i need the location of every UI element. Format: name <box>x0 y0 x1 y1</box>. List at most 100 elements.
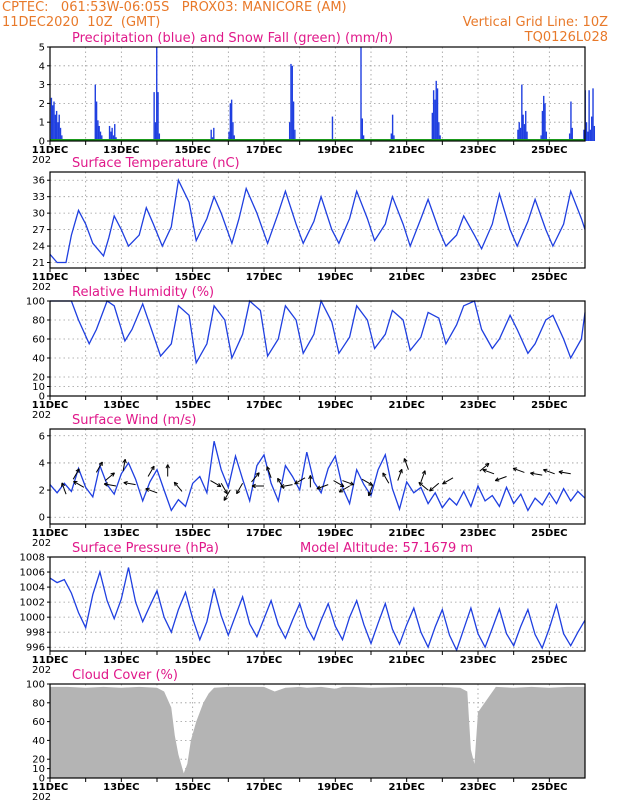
y-tick-label: 10 <box>32 382 45 393</box>
plot-frame <box>49 428 586 525</box>
y-tick-label: 1006 <box>20 568 45 579</box>
plot-frame <box>49 556 586 652</box>
precip-bar <box>543 95 545 141</box>
wind-arrow <box>95 461 103 473</box>
x-date-label: 17DEC <box>246 272 282 283</box>
wind-arrow <box>543 468 555 475</box>
panel-subtitle: Model Altitude: 57.1679 m <box>300 541 473 556</box>
wind-arrow <box>236 483 244 495</box>
wind-arrow <box>104 472 115 481</box>
y-tick-label: 1 <box>39 118 45 129</box>
panel-title: Precipitation (blue) and Snow Fall (gree… <box>72 31 393 46</box>
precip-bar <box>540 135 542 141</box>
precip-bar <box>61 135 63 141</box>
precip-bar <box>331 116 334 141</box>
y-tick-label: 1000 <box>20 613 45 624</box>
wind-arrow <box>367 484 374 497</box>
precip-bar <box>545 131 548 141</box>
precip-bar <box>435 80 437 141</box>
x-date-label: 17DEC <box>246 782 282 793</box>
temperature-panel: 21 24 27 30 33 36 11DEC 13DEC 15DEC 17DEC 19DEC 21D… <box>32 156 586 293</box>
humidity-line <box>50 299 586 365</box>
precip-bar <box>544 103 546 141</box>
x-year-label: 202 <box>32 410 51 421</box>
x-year-label: 202 <box>32 282 51 293</box>
wind-arrow <box>173 481 183 492</box>
wind-arrow <box>122 458 127 472</box>
x-date-label: 15DEC <box>174 145 210 156</box>
precip-bar <box>108 125 111 141</box>
x-date-label: 17DEC <box>246 400 282 411</box>
wind-arrow <box>266 466 272 479</box>
x-date-label: 25DEC <box>531 528 567 539</box>
precip-bar <box>233 135 235 141</box>
precip-bar <box>568 133 571 141</box>
panel-title: Relative Humidity (%) <box>72 285 214 300</box>
precip-bar <box>154 122 157 141</box>
cloud-area <box>50 686 585 778</box>
wind-arrow <box>479 462 490 472</box>
wind-line <box>49 441 586 512</box>
precip-bar <box>229 103 232 141</box>
precip-bar <box>53 101 55 141</box>
x-date-label: 19DEC <box>317 655 353 666</box>
x-year-label: 202 <box>32 538 51 549</box>
panel-title: Surface Temperature (nC) <box>72 156 240 171</box>
y-tick-label: 0 <box>39 137 45 148</box>
wind-arrow <box>145 487 158 494</box>
precip-bar <box>292 101 295 141</box>
panel-title: Cloud Cover (%) <box>72 668 178 683</box>
precip-bar <box>391 114 394 141</box>
x-date-label: 15DEC <box>174 400 210 411</box>
wind-arrow <box>530 471 543 476</box>
x-date-label: 17DEC <box>246 655 282 666</box>
precip-bar <box>290 63 292 141</box>
wind-arrow <box>165 464 170 477</box>
y-tick-label: 1008 <box>20 553 45 564</box>
precip-bar <box>58 114 60 141</box>
x-date-label: 25DEC <box>531 272 567 283</box>
precip-bar <box>230 99 233 141</box>
station-header: CPTEC: 061:53W-06:05S PROX03: MANICORE (… <box>2 0 347 15</box>
wind-arrow <box>251 472 260 483</box>
y-tick-label: 996 <box>26 643 45 654</box>
plot-frame <box>49 46 586 142</box>
y-tick-label: 20 <box>32 373 45 384</box>
precip-bar <box>111 127 113 141</box>
precip-bar <box>110 131 112 141</box>
x-date-label: 11DEC <box>32 272 68 283</box>
x-date-label: 25DEC <box>531 145 567 156</box>
y-tick-label: 80 <box>32 698 45 709</box>
x-date-label: 21DEC <box>388 655 424 666</box>
y-tick-label: 2 <box>39 486 45 497</box>
precip-bar <box>94 84 96 141</box>
precip-bar <box>587 131 589 141</box>
product-code: TQ0126L028 <box>524 30 608 45</box>
x-date-label: 23DEC <box>460 400 496 411</box>
x-date-label: 25DEC <box>531 400 567 411</box>
precip-bar <box>101 135 103 141</box>
x-date-label: 13DEC <box>103 782 139 793</box>
x-date-label: 23DEC <box>460 145 496 156</box>
y-tick-label: 0 <box>39 392 45 403</box>
wind-panel: 0 2 4 6 11DEC 13DEC 15DEC 17DEC 19DEC 21DEC 23DEC 2… <box>32 413 586 549</box>
x-date-label: 23DEC <box>460 272 496 283</box>
wind-arrow <box>103 482 117 487</box>
y-tick-label: 100 <box>26 297 45 308</box>
wind-arrow <box>220 483 228 495</box>
x-date-label: 21DEC <box>388 782 424 793</box>
precip-bar <box>519 127 522 141</box>
precip-bar <box>585 122 588 141</box>
pressure-line <box>49 567 586 652</box>
x-date-label: 11DEC <box>32 528 68 539</box>
y-tick-label: 24 <box>32 242 45 253</box>
x-date-label: 15DEC <box>174 272 210 283</box>
precip-bar <box>59 127 62 141</box>
wind-arrow <box>397 468 403 481</box>
y-tick-label: 40 <box>32 736 45 747</box>
precip-bar <box>592 88 594 141</box>
wind-arrow <box>308 475 313 488</box>
wind-arrow <box>429 482 440 492</box>
y-tick-label: 20 <box>32 755 45 766</box>
x-date-label: 19DEC <box>317 145 353 156</box>
